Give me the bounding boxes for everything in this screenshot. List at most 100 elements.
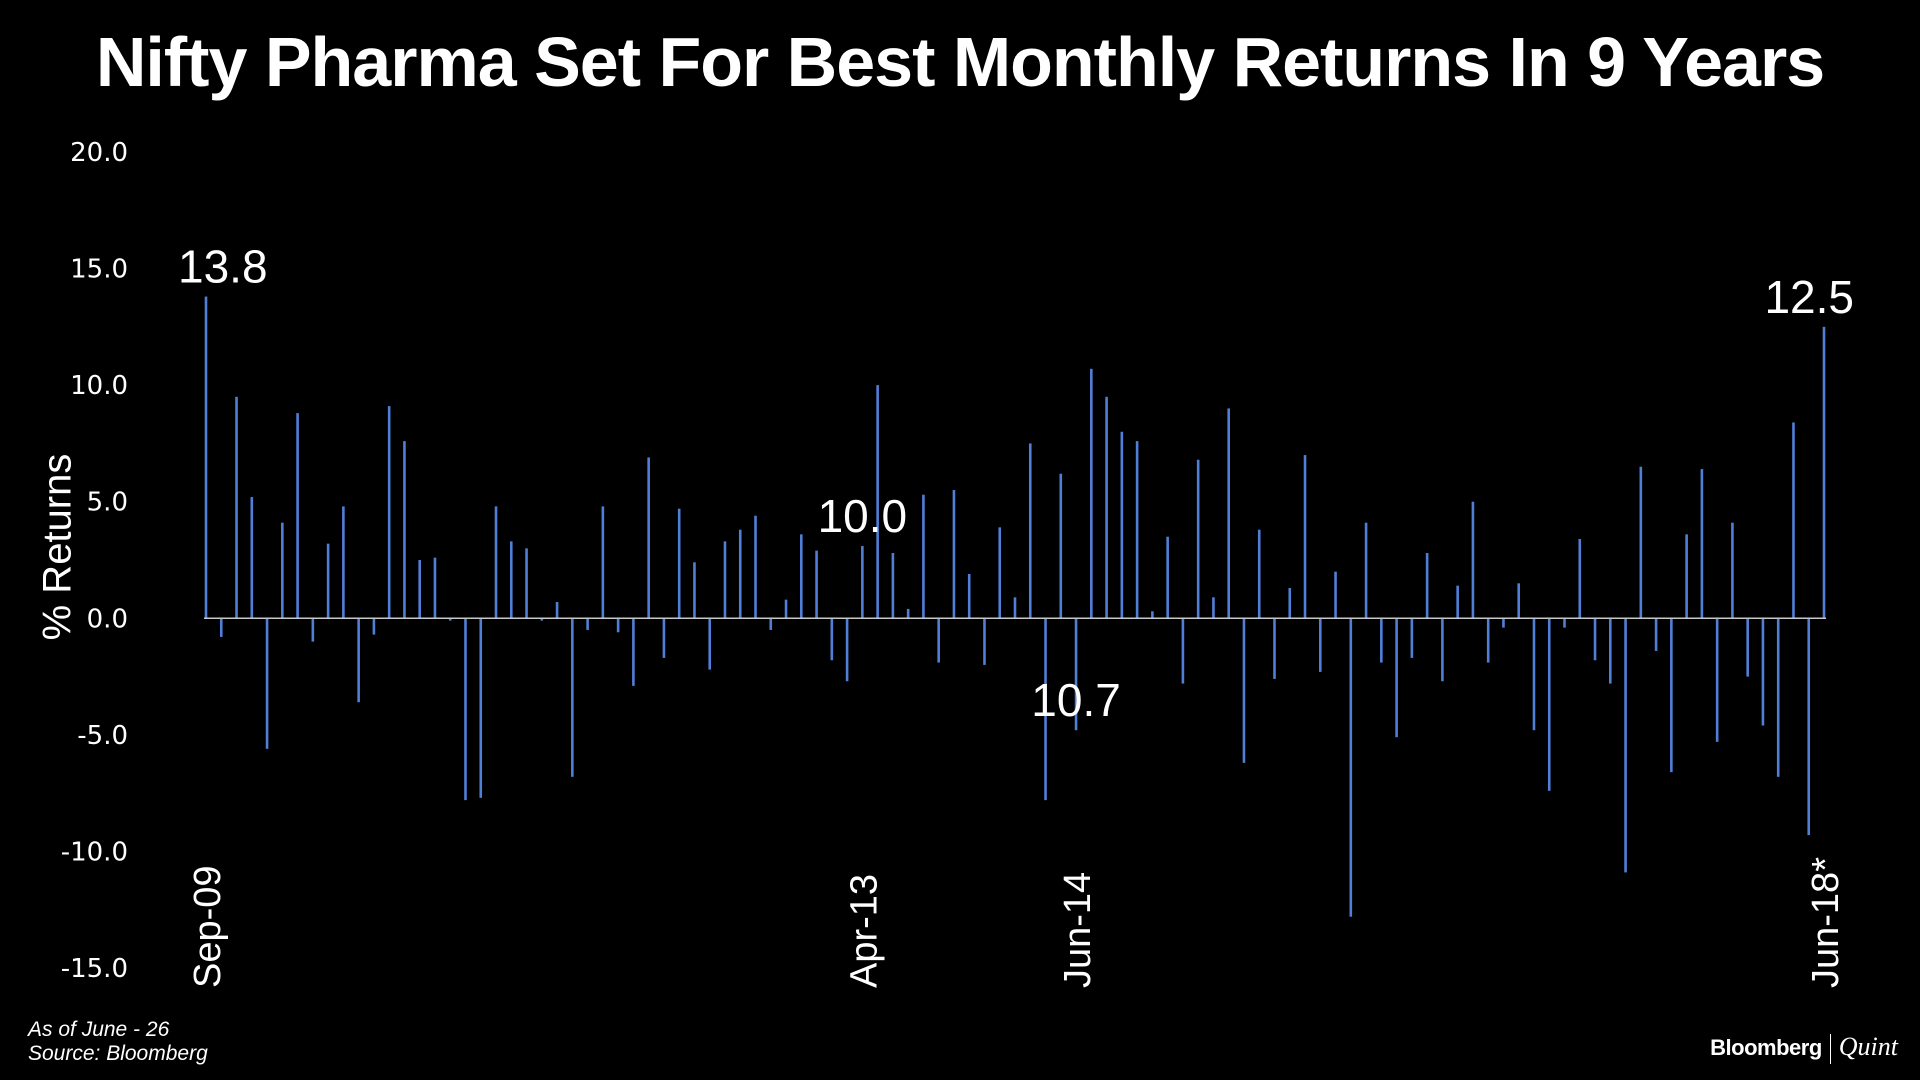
bar [708, 618, 712, 670]
bar [906, 608, 910, 619]
bar [1181, 618, 1185, 684]
bar [311, 618, 315, 642]
bar [1028, 443, 1032, 619]
bar [1471, 501, 1475, 619]
bar [1639, 466, 1643, 619]
bar [830, 618, 834, 661]
bar [1120, 431, 1124, 619]
x-tick-label: Sep-09 [187, 865, 229, 988]
bar [387, 406, 391, 619]
brand-logo: Bloomberg Quint [1710, 1032, 1898, 1064]
bar [1792, 422, 1795, 619]
source-note: Source: Bloomberg [28, 1042, 208, 1065]
bar [1090, 368, 1093, 619]
bar [1441, 618, 1444, 682]
bar [891, 553, 895, 619]
bar [1410, 618, 1414, 658]
bar [571, 618, 574, 777]
bar [1822, 326, 1826, 619]
bar [1807, 618, 1811, 836]
bar [1288, 587, 1292, 619]
bar [1715, 618, 1719, 742]
bar [601, 506, 605, 619]
bar [845, 618, 849, 682]
x-axis-labels: Sep-09 Apr-13 Jun-14 Jun-18* [187, 857, 1847, 988]
x-tick-label: Jun-18* [1805, 857, 1847, 988]
bar [769, 618, 773, 630]
bar [1685, 534, 1688, 619]
bar [265, 618, 269, 749]
bar [1044, 618, 1047, 801]
value-annotations: 13.8 10.0 10.7 12.5 [178, 241, 1854, 727]
bar [1547, 618, 1551, 791]
bar [204, 296, 208, 619]
bar [616, 618, 620, 633]
bar [723, 541, 727, 619]
bar [357, 618, 360, 703]
x-tick-label: Apr-13 [843, 874, 885, 988]
bar [647, 457, 650, 619]
bar [800, 534, 803, 619]
bar [1517, 583, 1521, 619]
bar [754, 515, 757, 619]
y-tick-label: 5.0 [87, 488, 128, 518]
bar [1502, 618, 1505, 628]
brand-secondary: Quint [1838, 1031, 1898, 1061]
bar [1364, 522, 1368, 619]
bar [1151, 611, 1154, 619]
x-tick-label: Jun-14 [1057, 872, 1099, 988]
bar [784, 599, 788, 619]
bar [967, 573, 971, 619]
bar [525, 548, 528, 619]
y-tick-label: 10.0 [70, 371, 128, 401]
bar [1212, 597, 1215, 619]
bar [464, 618, 467, 801]
bar [281, 522, 284, 619]
bar [1257, 529, 1261, 619]
bar [876, 385, 879, 619]
bar [1196, 459, 1200, 619]
bar [738, 529, 742, 619]
bar [1563, 618, 1566, 628]
bar [1303, 455, 1307, 619]
bar [540, 618, 544, 621]
y-tick-label: -15.0 [61, 954, 128, 984]
bar [1395, 618, 1398, 738]
y-tick-label: 15.0 [70, 255, 128, 285]
bar [403, 441, 406, 619]
y-tick-label: 20.0 [70, 138, 128, 168]
bar [1578, 539, 1582, 619]
bar [1349, 618, 1353, 917]
bar [1532, 618, 1536, 731]
bar [693, 562, 696, 619]
bar [1761, 618, 1765, 726]
bar [815, 550, 818, 619]
bar [998, 527, 1002, 619]
bar [1746, 618, 1749, 677]
bar [1700, 469, 1704, 619]
bar [983, 618, 986, 665]
bar [861, 546, 864, 619]
value-annotation: 10.7 [1031, 674, 1121, 726]
bar [1776, 618, 1780, 777]
bar [494, 506, 498, 619]
bar [1227, 408, 1230, 619]
bar [509, 541, 513, 619]
bar [1074, 618, 1078, 731]
bar [1059, 473, 1063, 619]
bar [433, 557, 437, 619]
bar [342, 506, 345, 619]
bar [586, 618, 589, 630]
bar [1242, 618, 1246, 763]
bar [1486, 618, 1490, 663]
y-tick-label: -5.0 [77, 721, 128, 751]
bar [1105, 396, 1108, 619]
value-annotation: 12.5 [1764, 271, 1854, 323]
as-of-note: As of June - 26 [28, 1018, 170, 1041]
y-axis-label: % Returns [36, 454, 80, 641]
bar [1334, 571, 1337, 619]
bar [1135, 441, 1139, 619]
bar [1654, 618, 1658, 651]
bar [632, 618, 635, 686]
